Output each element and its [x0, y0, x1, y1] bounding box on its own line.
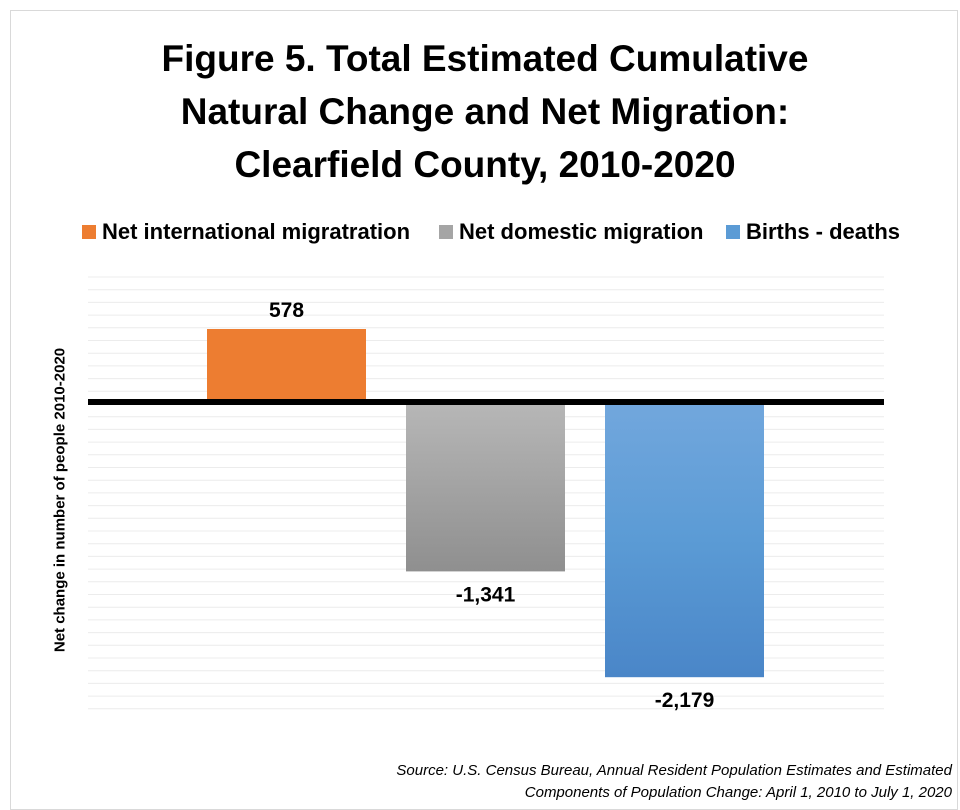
- legend-swatch-international: [82, 225, 96, 239]
- data-label-net-domestic-migration: -1,341: [456, 583, 516, 606]
- legend-swatch-domestic: [439, 225, 453, 239]
- data-labels: 578 -1,341 -2,179: [269, 299, 714, 712]
- chart-title: Figure 5. Total Estimated Cumulative Nat…: [161, 38, 809, 185]
- bar-births-minus-deaths: [605, 402, 764, 678]
- source-note: Source: U.S. Census Bureau, Annual Resid…: [396, 762, 952, 801]
- bars: [207, 329, 764, 678]
- legend: Net international migratration Net domes…: [0, 218, 960, 246]
- bar-net-international-migration: [207, 329, 366, 402]
- data-label-net-international-migration: 578: [269, 299, 304, 322]
- bar-net-domestic-migration: [406, 402, 565, 572]
- legend-label-births-deaths: Births - deaths: [746, 219, 901, 244]
- legend-swatch-births-deaths: [726, 225, 740, 239]
- data-label-births-minus-deaths: -2,179: [655, 689, 715, 712]
- legend-label-international: Net international migratration: [102, 219, 411, 244]
- legend-label-domestic: Net domestic migration: [459, 219, 704, 244]
